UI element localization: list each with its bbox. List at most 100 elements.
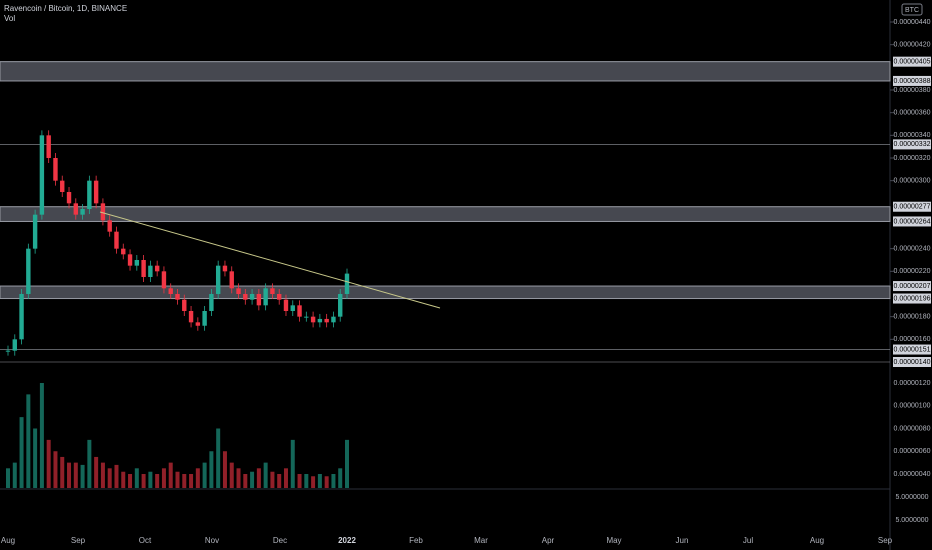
y-tick-label: 0.00000160 [894, 336, 931, 343]
volume-bar [53, 451, 58, 488]
x-tick-label: Dec [273, 536, 287, 545]
candle-body [338, 294, 343, 317]
volume-bar [216, 428, 221, 488]
volume-bar [19, 417, 24, 488]
candle-body [256, 294, 262, 306]
volume-bar [345, 439, 349, 488]
candle-body [121, 248, 126, 255]
currency-badge[interactable] [901, 3, 923, 16]
volume-bar [195, 468, 200, 488]
candle-body [100, 203, 106, 221]
volume-bar [121, 471, 126, 488]
volume-bar [250, 471, 255, 488]
candle-body [53, 158, 58, 181]
zone [0, 61, 891, 82]
y-tick-label: 0.00000420 [894, 42, 931, 49]
trend-line [99, 211, 441, 309]
candle-body [87, 180, 92, 209]
volume-bar [338, 468, 343, 488]
candle-body [175, 294, 180, 300]
candle-body [331, 316, 336, 323]
candle-body [127, 254, 133, 266]
volume-bar [148, 471, 153, 488]
volume-bar [270, 471, 275, 488]
candle-body [188, 311, 194, 323]
volume-bar [304, 474, 309, 488]
volume-bar [290, 439, 295, 488]
x-tick-label: 2022 [338, 536, 356, 545]
candle-body [209, 294, 214, 311]
candle-body [32, 214, 38, 249]
volume-bar [87, 439, 92, 488]
level-label: 0.00000277 [894, 204, 931, 211]
volume-bar [67, 462, 72, 488]
volume-bar [33, 428, 38, 488]
candle-body [107, 220, 112, 232]
candle-body [249, 294, 255, 300]
volume-bar [107, 468, 112, 488]
volume-tick-label: 0.00000120 [894, 380, 931, 387]
x-tick-label: Apr [542, 536, 555, 545]
candle-body [39, 135, 45, 215]
volume-bar [60, 456, 65, 488]
candle-body [134, 260, 140, 266]
volume-tick-label: 0.00000080 [894, 425, 931, 432]
zone [0, 206, 891, 222]
volume-bar [236, 468, 241, 488]
level-label: 0.00000264 [894, 218, 931, 225]
y-tick-label: 0.00000380 [894, 87, 931, 94]
candle-body [215, 265, 221, 294]
volume-bar [202, 462, 207, 488]
candle-body [324, 318, 329, 323]
volume-bar [317, 474, 322, 488]
candle-body [80, 209, 85, 215]
volume-tick-label: 0.00000040 [894, 471, 931, 478]
candle-body [161, 271, 167, 289]
candle-body [195, 322, 201, 326]
candle-body [222, 265, 228, 272]
candle-body [270, 288, 275, 294]
x-tick-label: Mar [474, 536, 488, 545]
candle-body [310, 316, 316, 323]
candle-body [154, 265, 160, 272]
level-label: 0.00000151 [894, 346, 931, 353]
x-tick-label: Jul [743, 536, 753, 545]
level-box [893, 75, 931, 86]
currency-label[interactable]: BTC [905, 7, 919, 14]
volume-bar [209, 451, 214, 488]
candle-body [243, 294, 248, 300]
candle-body [26, 248, 31, 294]
volume-bar [94, 456, 99, 488]
volume-bar [134, 468, 139, 488]
candle-body [182, 299, 187, 311]
candle-body [283, 299, 289, 311]
x-tick-label: Aug [810, 536, 824, 545]
candle-body [229, 271, 234, 289]
volume-bar [80, 464, 85, 488]
volume-bar [155, 474, 160, 488]
candle-body [46, 135, 51, 158]
volume-bar [26, 394, 31, 488]
volume-bar [114, 464, 119, 488]
level-label: 0.00000405 [894, 59, 931, 66]
x-tick-label: Oct [139, 536, 152, 545]
candle-body [19, 294, 24, 340]
volume-bar [189, 474, 194, 488]
candle-body [148, 265, 153, 277]
candle-body [73, 203, 78, 215]
level-box [893, 293, 931, 304]
volume-bar [46, 439, 51, 488]
symbol-title: Ravencoin / Bitcoin, 1D, BINANCE [4, 4, 127, 13]
volume-bar [168, 462, 173, 488]
candle-body [297, 305, 302, 317]
volume-bar [283, 468, 288, 488]
x-tick-label: Aug [1, 536, 15, 545]
volume-bar [39, 383, 44, 488]
volume-bar [277, 474, 282, 488]
y-tick-label: 0.00000320 [894, 155, 931, 162]
level-label: 0.00000332 [894, 141, 931, 148]
level-box [893, 216, 931, 227]
x-tick-label: Jun [676, 536, 689, 545]
